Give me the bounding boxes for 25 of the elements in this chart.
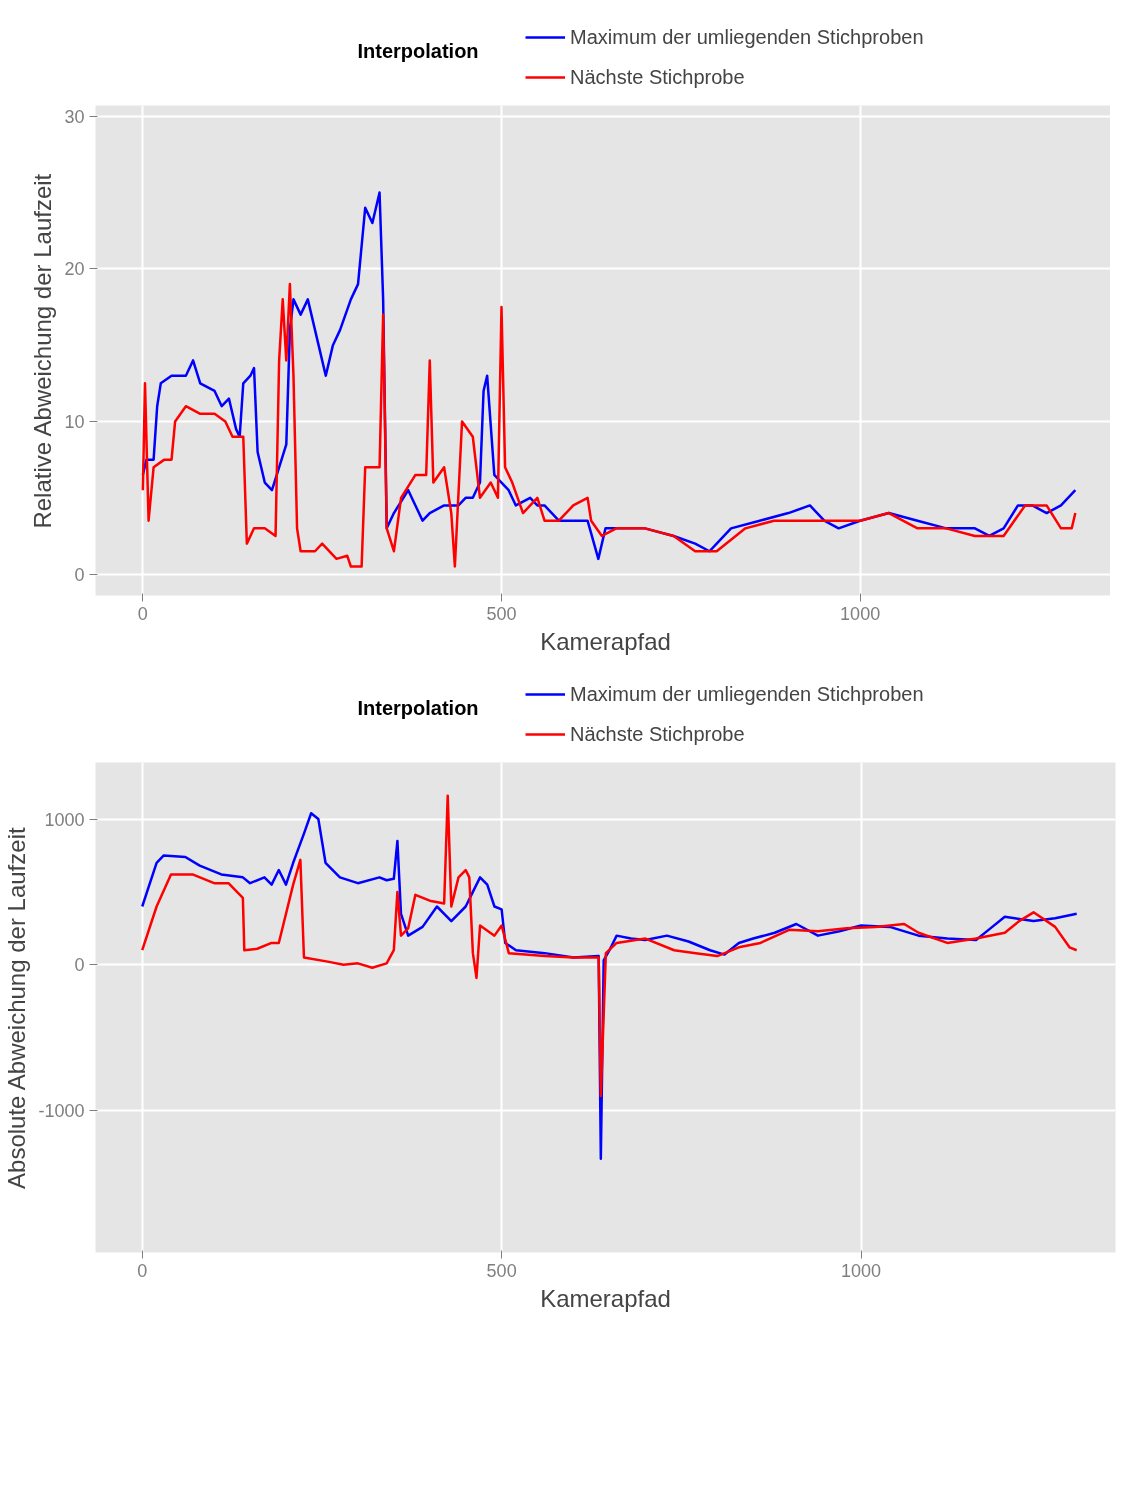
- x-tick-label: 1000: [840, 603, 881, 624]
- y-tick-label: 20: [64, 259, 85, 280]
- y-tick-label: 0: [74, 955, 85, 976]
- x-tick-label: 500: [486, 603, 517, 624]
- y-tick-label: 1000: [44, 809, 85, 830]
- legend-label: Nächste Stichprobe: [570, 722, 745, 746]
- x-tick-label: 1000: [841, 1260, 882, 1281]
- y-tick-label: 10: [64, 411, 85, 432]
- x-tick-label: 500: [486, 1260, 517, 1281]
- x-axis-title: Kamerapfad: [540, 1284, 671, 1312]
- legend-label: Maximum der umliegenden Stichproben: [570, 682, 924, 706]
- x-tick-label: 0: [137, 1260, 148, 1281]
- x-axis-title: Kamerapfad: [540, 627, 671, 655]
- legend-label: Nächste Stichprobe: [570, 65, 745, 89]
- y-tick-label: 0: [74, 564, 85, 585]
- x-tick-label: 0: [137, 603, 148, 624]
- legend-title: Interpolation: [357, 696, 479, 719]
- line-series: [141, 282, 1077, 568]
- y-axis-title: Absolute Abweichung der Laufzeit: [3, 827, 31, 1189]
- legend-title: Interpolation: [357, 39, 479, 62]
- y-axis-title: Relative Abweichung der Laufzeit: [29, 173, 57, 529]
- line-series: [140, 794, 1078, 1098]
- legend-label: Maximum der umliegenden Stichproben: [570, 25, 924, 49]
- y-tick-label: 30: [64, 106, 85, 127]
- y-tick-label: -1000: [38, 1101, 85, 1122]
